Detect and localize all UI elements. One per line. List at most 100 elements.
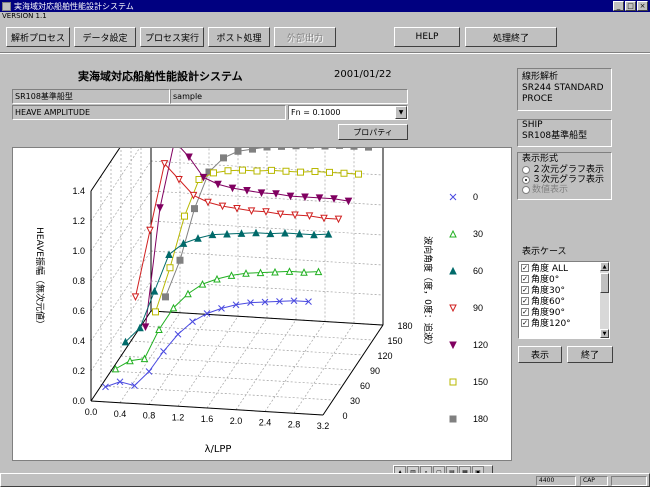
series-line-150 [155,169,359,313]
data-point [136,323,144,332]
display-format-title: 表示形式 [522,154,559,164]
legend-label: 180 [473,414,488,424]
data-point [126,356,134,365]
data-point [256,268,265,277]
radio-2d-graph[interactable]: ２次元グラフ表示 [522,165,604,175]
data-point [189,191,198,200]
y-tick-label: 1.0 [72,246,85,256]
legend-label: 90 [473,303,483,313]
y-tick-label: 0.0 [72,396,85,406]
window-title: 実海域対応船舶性能設計システム [14,1,134,11]
y-tick-label: 1.2 [72,216,85,226]
data-point [292,142,300,150]
data-point [131,293,140,301]
list-item[interactable]: ✓ 角度120° [521,318,571,329]
status-panel-3 [611,476,647,486]
y-tick-label: 0.2 [72,366,85,376]
data-point [213,274,221,283]
display-button[interactable]: 表示 [518,346,562,363]
data-point [247,299,254,306]
display-case-list[interactable]: ✓ 角度 ALL ✓ 角度0° ✓ 角度30° ✓ 角度60° ✓ 角度90° ✓ 角度12… [518,261,610,339]
data-point [286,192,295,201]
list-item[interactable]: ✓ 角度0° [521,274,560,285]
analysis-line2: SR244 STANDARD [522,83,604,93]
data-point [146,226,154,235]
analysis-line1: 線形解析 [522,72,559,82]
data-point [314,267,323,276]
external-output-button[interactable]: 外部出力 [274,27,336,47]
data-point [247,207,256,215]
list-scrollbar[interactable]: ▲ ▼ [600,262,609,338]
legend-marker [449,304,457,313]
data-point [181,212,188,220]
list-item[interactable]: ✓ 角度60° [521,296,565,307]
legend-label: 120 [473,340,488,350]
data-point [300,268,308,276]
legend-marker [449,415,457,423]
y-axis-label: HEAVE振幅（無次元値） [34,227,46,329]
x-tick-label: 2.4 [259,418,272,428]
fn-select[interactable]: Fn = 0.1000 ▼ [288,105,408,120]
x-tick-label: 1.6 [201,414,214,424]
data-point [121,337,130,346]
grid-line [264,321,326,412]
data-point [160,160,169,168]
end-button[interactable]: 終了 [567,346,613,363]
x-tick-label: 0.4 [114,409,127,419]
data-point [194,234,202,242]
x-tick-label: 2.8 [288,419,301,429]
legend-marker [449,341,457,350]
x-tick-label: 0.8 [143,411,156,421]
help-button[interactable]: HELP [394,27,460,47]
data-point [295,229,304,238]
data-point [116,378,124,386]
data-point [233,205,241,213]
scroll-thumb[interactable] [600,273,609,293]
data-point [262,208,270,216]
sample-field: sample [170,89,408,104]
grid-line [120,355,354,371]
analysis-process-button[interactable]: 解析プロセス [6,27,70,47]
checkbox-checked-icon: ✓ [521,263,529,272]
x-tick-label: 2.0 [230,416,243,426]
app-icon [2,1,11,11]
close-button[interactable]: × [637,1,648,11]
finish-button[interactable]: 処理終了 [465,27,557,47]
post-process-button[interactable]: ポスト処理 [208,27,270,47]
data-point [227,271,236,279]
scroll-down-icon[interactable]: ▼ [600,329,609,338]
data-point [276,298,283,305]
box-edge [150,310,384,326]
legend-label: 30 [473,229,483,239]
list-item[interactable]: ✓ 角度 ALL [521,263,569,274]
list-item[interactable]: ✓ 角度30° [521,285,565,296]
property-button[interactable]: プロパティ [338,124,408,140]
radio-icon [522,166,530,174]
data-point [111,364,120,373]
chevron-down-icon[interactable]: ▼ [395,106,407,119]
legend-label: 0 [473,192,478,202]
y-tick-label: 0.6 [72,306,85,316]
data-point [268,166,275,174]
data-point [324,230,333,238]
process-run-button[interactable]: プロセス実行 [140,27,204,47]
data-point [276,210,285,219]
list-item[interactable]: ✓ 角度90° [521,307,565,318]
date-label: 2001/01/22 [334,69,392,80]
maximize-button[interactable]: □ [625,1,636,11]
radio-3d-graph[interactable]: ３次元グラフ表示 [522,175,604,185]
data-point [165,250,173,258]
z-tick-label: 180 [397,321,412,331]
radio-numeric[interactable]: 数値表示 [522,185,604,195]
data-point [179,239,188,247]
radio-icon [522,186,530,194]
data-point [189,318,196,325]
scroll-up-icon[interactable]: ▲ [600,262,609,271]
quantity-field: HEAVE AMPLITUDE [12,105,286,120]
page-title: 実海域対応船舶性能設計システム [78,70,243,83]
checkbox-checked-icon: ✓ [521,318,529,327]
data-settings-button[interactable]: データ設定 [74,27,136,47]
status-panel-2: CAP [580,476,608,486]
minimize-button[interactable]: _ [613,1,624,11]
analysis-box: 線形解析 SR244 STANDARD PROCE [517,68,612,111]
